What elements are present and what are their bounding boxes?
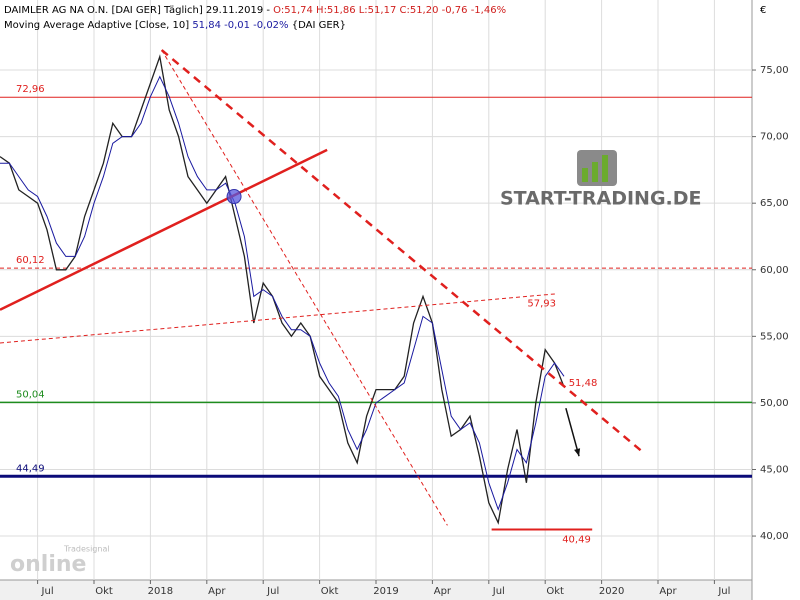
x-tick-label: 2019 [373,586,398,597]
trendline [0,293,558,344]
trendline [160,49,644,454]
y-tick-label: 40,00 [760,531,789,542]
quote-info: Täglich] 29.11.2019 - [163,5,273,16]
watermark: online [10,552,86,577]
logo: START-TRADING.DE [500,150,702,210]
y-tick-label: 70,00 [760,132,789,143]
x-tick-label: Apr [659,586,677,597]
logo-icon [592,162,598,182]
header: Moving Average Adaptive [Close, 10] 51,8… [4,20,346,31]
trendline-label: 40,49 [562,535,591,546]
y-tick-label: 45,00 [760,464,789,475]
indicator-values: 51,84 -0,01 -0,02% [192,20,288,31]
series-line [0,75,565,511]
title: DAIMLER AG NA O.N. [DAI GER] [4,5,161,16]
header: DAIMLER AG NA O.N. [DAI GER] Täglich] 29… [4,5,506,16]
x-tick-label: Okt [546,586,564,597]
x-tick-label: Okt [321,586,339,597]
series-line [0,54,565,525]
x-tick-label: Jul [266,586,279,597]
marker [226,189,242,205]
arrow [565,408,580,457]
quote-values: O:51,74 H:51,86 L:51,17 C:51,20 -0,76 -1… [273,5,506,16]
currency: € [760,5,766,16]
annotation: 51,48 [569,378,598,389]
x-tick-label: 2020 [599,586,624,597]
x-tick-label: Apr [434,586,452,597]
indicator-suffix: {DAI GER} [292,20,346,31]
y-tick-label: 75,00 [760,65,789,76]
arrow-head [574,448,581,457]
plot: 72,96 60,12 50,04 44,49 57,93 40,49 51,48 [0,0,756,580]
trendline [161,49,448,526]
x-tick-label: Apr [208,586,226,597]
level-label: 60,12 [16,255,45,266]
trendline-label: 57,93 [527,299,556,310]
indicator-title: Moving Average Adaptive [Close, 10] [4,20,189,31]
watermark: Tradesignal [63,545,110,554]
x-axis-area [0,580,752,600]
level-label: 50,04 [16,389,45,400]
x-tick-label: Jul [717,586,730,597]
trendline [0,148,328,311]
x-tick-label: 2018 [148,586,173,597]
x-tick-label: Jul [492,586,505,597]
x-tick-label: Jul [41,586,54,597]
logo-icon [602,155,608,182]
y-tick-label: 65,00 [760,198,789,209]
logo-text: START-TRADING.DE [500,188,702,210]
y-tick-label: 60,00 [760,265,789,276]
logo-icon [582,168,588,182]
y-tick-label: 50,00 [760,398,789,409]
x-tick-label: Okt [95,586,113,597]
level-label: 44,49 [16,463,45,474]
y-tick-label: 55,00 [760,331,789,342]
level-label: 72,96 [16,84,45,95]
